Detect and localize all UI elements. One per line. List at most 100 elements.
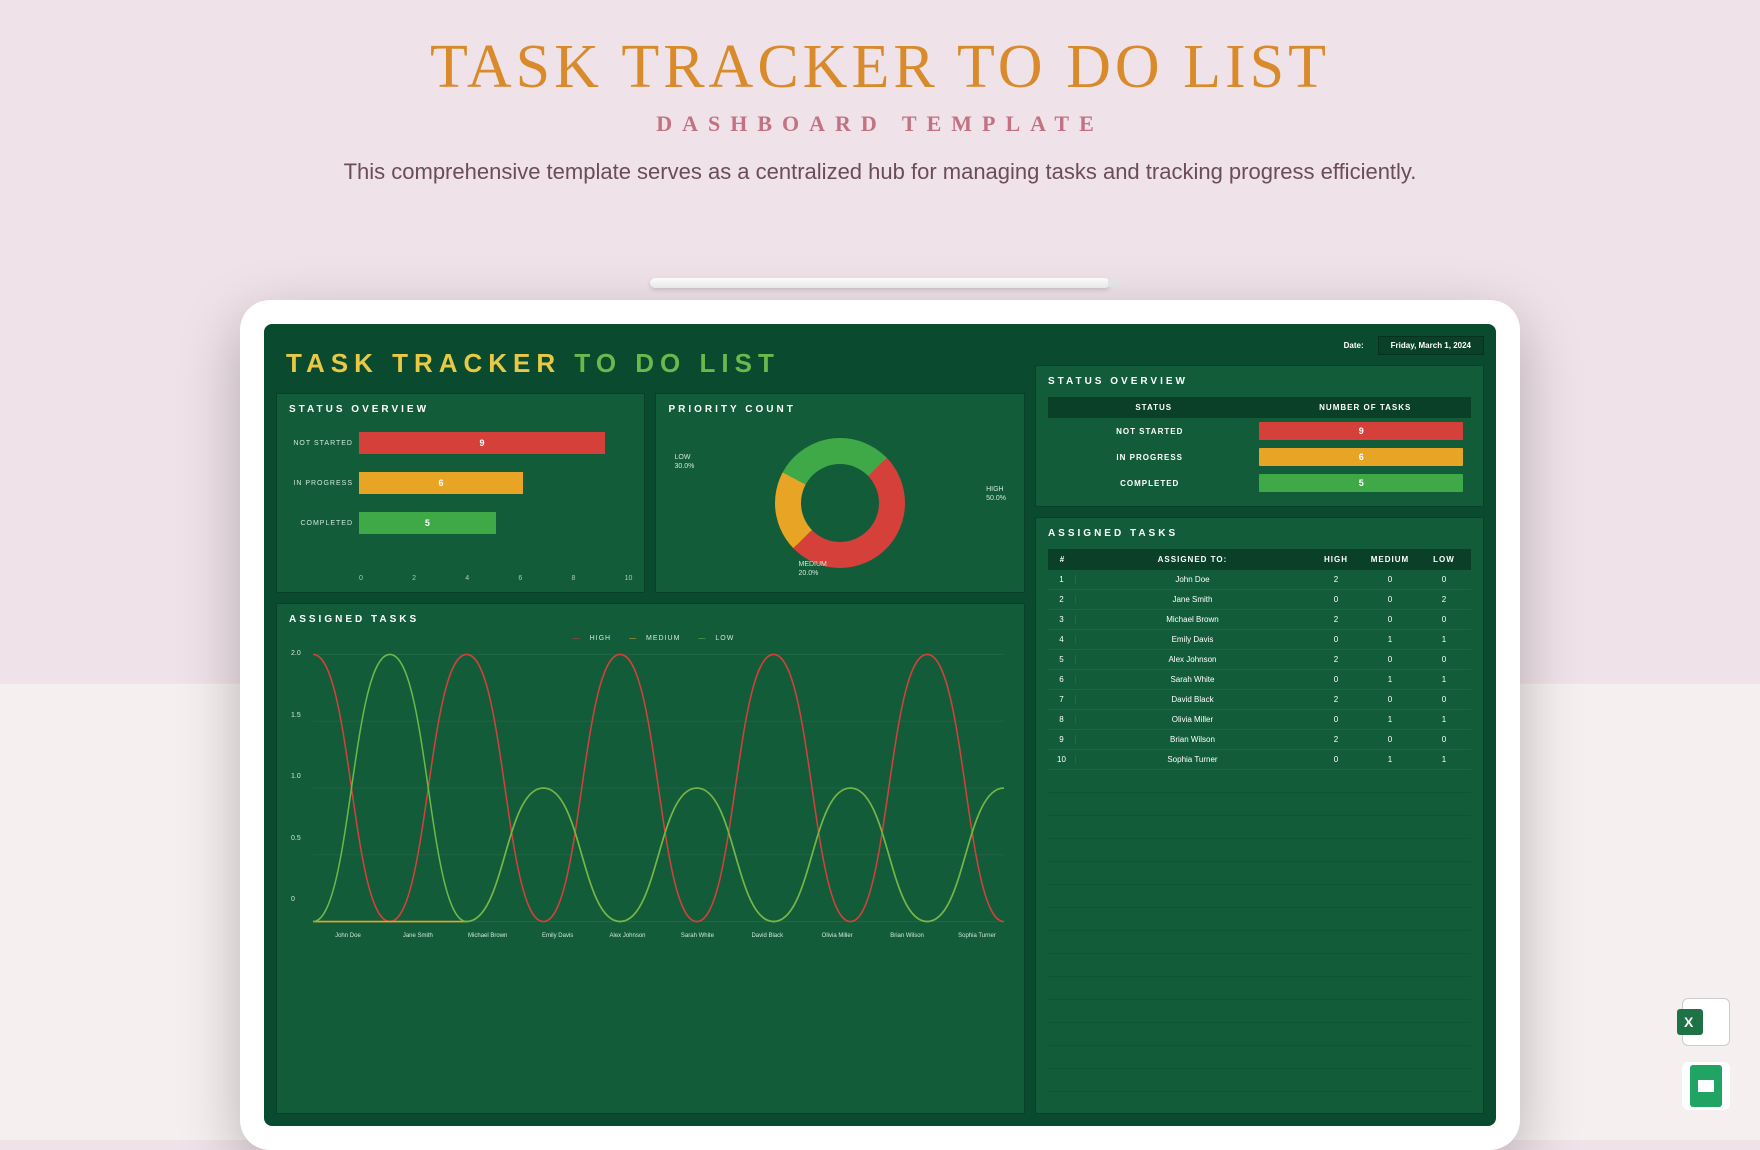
y-label: 1.0 [291, 773, 301, 780]
table-row: 8 Olivia Miller 0 1 1 [1048, 710, 1471, 730]
th-num: # [1048, 555, 1076, 564]
status-count-pill: 9 [1259, 422, 1463, 440]
table-row: 2 Jane Smith 0 0 2 [1048, 590, 1471, 610]
legend-item: — HIGH [567, 635, 611, 642]
line-chart: 00.51.01.52.0 John DoeJane SmithMichael … [289, 648, 1012, 1137]
cell-num: 6 [1048, 675, 1076, 684]
cell-high: 2 [1309, 735, 1363, 744]
pencil-decor [650, 278, 1110, 288]
cell-high: 2 [1309, 695, 1363, 704]
table-row: 10 Sophia Turner 0 1 1 [1048, 750, 1471, 770]
cell-num: 3 [1048, 615, 1076, 624]
bar-axis: 0246810 [289, 575, 632, 582]
cell-name: David Black [1076, 695, 1309, 704]
th-high: HIGH [1309, 555, 1363, 564]
cell-medium: 0 [1363, 655, 1417, 664]
y-label: 2.0 [291, 650, 301, 657]
cell-low: 1 [1417, 635, 1471, 644]
cell-name: Jane Smith [1076, 595, 1309, 604]
cell-low: 0 [1417, 655, 1471, 664]
assigned-table-title: ASSIGNED TASKS [1048, 528, 1471, 539]
x-label: John Doe [313, 933, 383, 939]
x-label: Jane Smith [383, 933, 453, 939]
status-table-panel: STATUS OVERVIEW STATUS NUMBER OF TASKS N… [1035, 365, 1484, 507]
cell-name: Michael Brown [1076, 615, 1309, 624]
cell-medium: 0 [1363, 695, 1417, 704]
dashboard-title: TASK TRACKER TO DO LIST [276, 336, 1025, 383]
cell-name: Emily Davis [1076, 635, 1309, 644]
top-row: STATUS OVERVIEW NOT STARTED 9IN PROGRESS… [276, 393, 1025, 593]
cell-num: 10 [1048, 755, 1076, 764]
x-label: David Black [732, 933, 802, 939]
legend-item: — LOW [692, 635, 734, 642]
donut-chart [775, 438, 905, 568]
right-pane: Date: Friday, March 1, 2024 STATUS OVERV… [1035, 336, 1484, 1114]
donut-label: MEDIUM20.0% [798, 560, 826, 578]
cell-high: 0 [1309, 635, 1363, 644]
cell-high: 0 [1309, 755, 1363, 764]
app-icons [1682, 998, 1730, 1110]
status-overview-title: STATUS OVERVIEW [289, 404, 632, 415]
cell-medium: 0 [1363, 575, 1417, 584]
x-label: Alex Johnson [593, 933, 663, 939]
cell-high: 0 [1309, 675, 1363, 684]
status-label: IN PROGRESS [1048, 453, 1252, 462]
assigned-chart-panel: ASSIGNED TASKS — HIGH — MEDIUM — LOW 0 0.5 1… [276, 603, 1025, 1114]
cell-medium: 1 [1363, 715, 1417, 724]
sheets-icon[interactable] [1682, 1062, 1730, 1110]
cell-name: Brian Wilson [1076, 735, 1309, 744]
assigned-table-header: # ASSIGNED TO: HIGH MEDIUM LOW [1048, 549, 1471, 570]
cell-low: 0 [1417, 615, 1471, 624]
cell-low: 0 [1417, 735, 1471, 744]
priority-count-panel: PRIORITY COUNT HIGH50.0% MEDIUM20.0% LOW30… [655, 393, 1024, 593]
date-label: Date: [1336, 337, 1372, 354]
tablet-frame: TASK TRACKER TO DO LIST STATUS OVERVIEW … [240, 300, 1520, 1150]
table-row: 3 Michael Brown 2 0 0 [1048, 610, 1471, 630]
priority-count-title: PRIORITY COUNT [668, 404, 1011, 415]
cell-num: 4 [1048, 635, 1076, 644]
donut-label: HIGH50.0% [986, 485, 1006, 503]
dashboard-title-part1: TASK TRACKER [286, 348, 561, 378]
table-row: 1 John Doe 2 0 0 [1048, 570, 1471, 590]
status-row: COMPLETED 5 [1048, 470, 1471, 496]
y-label: 0.5 [291, 835, 301, 842]
table-row: 6 Sarah White 0 1 1 [1048, 670, 1471, 690]
cell-high: 2 [1309, 615, 1363, 624]
cell-high: 0 [1309, 715, 1363, 724]
assigned-table-panel: ASSIGNED TASKS # ASSIGNED TO: HIGH MEDIU… [1035, 517, 1484, 1114]
cell-name: Sarah White [1076, 675, 1309, 684]
cell-low: 0 [1417, 695, 1471, 704]
x-label: Olivia Miller [802, 933, 872, 939]
th-medium: MEDIUM [1363, 555, 1417, 564]
x-label: Emily Davis [523, 933, 593, 939]
cell-high: 0 [1309, 595, 1363, 604]
donut-wrap: HIGH50.0% MEDIUM20.0% LOW30.0% [668, 425, 1011, 580]
legend-item: — MEDIUM [623, 635, 680, 642]
empty-rows [1048, 770, 1471, 1103]
page-description: This comprehensive template serves as a … [0, 159, 1760, 185]
assigned-chart-title: ASSIGNED TASKS [289, 614, 1012, 625]
status-row: IN PROGRESS 6 [1048, 444, 1471, 470]
status-label: NOT STARTED [1048, 427, 1252, 436]
cell-num: 5 [1048, 655, 1076, 664]
bar-label: COMPLETED [289, 520, 353, 527]
cell-num: 9 [1048, 735, 1076, 744]
status-label: COMPLETED [1048, 479, 1252, 488]
x-label: Brian Wilson [872, 933, 942, 939]
cell-low: 1 [1417, 715, 1471, 724]
bar: 5 [359, 512, 496, 534]
cell-medium: 0 [1363, 735, 1417, 744]
donut-label: LOW30.0% [674, 453, 694, 471]
y-label: 0 [291, 896, 295, 903]
status-count-pill: 6 [1259, 448, 1463, 466]
bar-row: NOT STARTED 9 [359, 425, 632, 461]
excel-icon[interactable] [1682, 998, 1730, 1046]
cell-num: 7 [1048, 695, 1076, 704]
donut-hole [801, 464, 879, 542]
dashboard-screen: TASK TRACKER TO DO LIST STATUS OVERVIEW … [264, 324, 1496, 1126]
cell-name: Olivia Miller [1076, 715, 1309, 724]
bar-label: NOT STARTED [289, 440, 353, 447]
cell-low: 1 [1417, 675, 1471, 684]
cell-name: John Doe [1076, 575, 1309, 584]
cell-medium: 1 [1363, 675, 1417, 684]
